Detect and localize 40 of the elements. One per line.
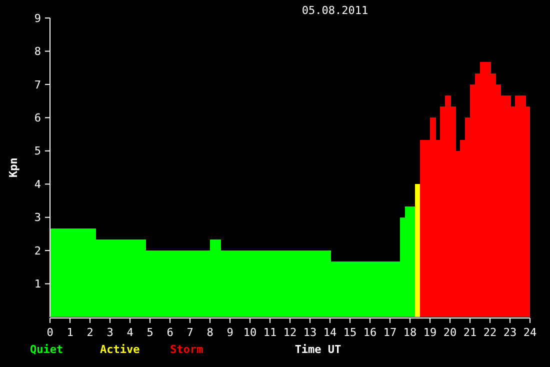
x-tick-label: 16 [363,326,377,339]
x-tick-label: 5 [146,326,154,339]
x-tick-label: 2 [86,326,94,339]
y-tick-label: 1 [34,278,41,291]
x-tick-label: 20 [443,326,457,339]
x-tick-label: 4 [126,326,134,339]
x-tick-label: 17 [383,326,397,339]
text: Storm [170,343,204,356]
x-tick-label: 14 [323,326,337,339]
x-tick-label: 22 [483,326,497,339]
y-tick-label: 6 [34,112,41,125]
x-tick-label: 6 [166,326,174,339]
x-tick-label: 15 [343,326,357,339]
y-tick-label: 8 [34,45,41,58]
y-tick-label: 3 [34,211,41,224]
y-tick-label: 9 [34,12,41,25]
x-tick-label: 0 [46,326,54,339]
x-tick-label: 11 [263,326,277,339]
y-tick-label: 4 [34,178,42,191]
x-tick-label: 12 [283,326,297,339]
x-tick-label: 19 [423,326,437,339]
x-tick-label: 9 [226,326,234,339]
y-tick-label: 2 [34,244,41,258]
x-tick-label: 18 [403,326,417,339]
x-tick-label: 24 [523,326,537,339]
x-tick-label: 8 [206,326,214,339]
text: Quiet [30,343,64,356]
x-tick-label: 7 [186,326,194,339]
chart-title: 05.08.2011 [302,4,368,17]
x-tick-label: 13 [303,326,317,339]
x-tick-label: 1 [66,326,74,339]
x-tick-label: 10 [243,326,257,339]
x-axis-title: Time UT [294,343,342,356]
x-tick-label: 3 [106,326,114,339]
text: Active [100,343,140,356]
y-tick-label: 5 [34,144,41,158]
x-tick-label: 23 [503,326,517,339]
y-axis-title: Kpn [7,158,20,178]
y-tick-label: 7 [34,78,41,92]
x-tick-label: 21 [463,326,477,339]
